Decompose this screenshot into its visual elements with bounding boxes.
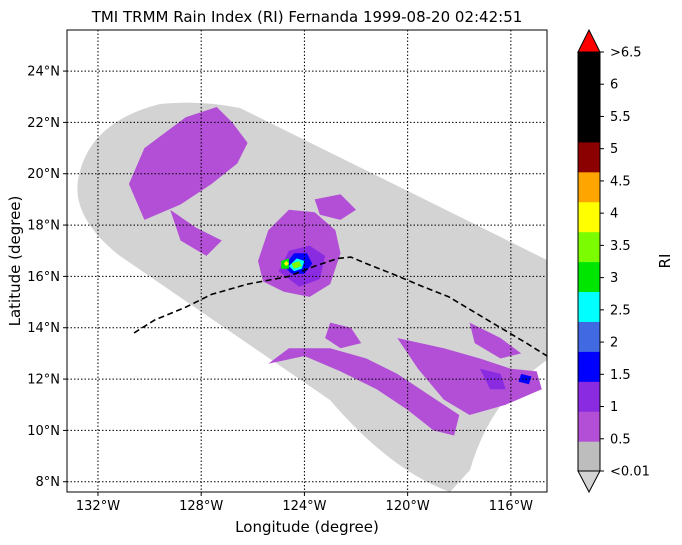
- rain-region: [283, 261, 289, 267]
- x-tick-label: 120°W: [386, 499, 430, 514]
- colorbar-segment: [578, 411, 600, 442]
- colorbar-segment: [578, 441, 600, 472]
- plot-frame: [66, 29, 548, 493]
- colorbar-segment: [578, 261, 600, 293]
- colorbar-ticks: <0.01 0.5 1 1.5 2 2.5 3 3.5 4 4.5 5 5.5 6 >6.5: [600, 46, 650, 480]
- storm-track: [133, 256, 547, 357]
- colorbar-segment: [578, 231, 600, 263]
- colorbar-tick-label: 3: [610, 271, 618, 286]
- rain-region: [291, 261, 302, 269]
- colorbar-tick-label: 3.5: [610, 239, 631, 254]
- colorbar-tick-label: 2: [610, 336, 618, 351]
- colorbar-segment: [578, 52, 600, 83]
- colorbar-tick-label: 5.5: [610, 110, 631, 125]
- x-tick-label: 124°W: [282, 499, 326, 514]
- colorbar-tick-label: 0.5: [610, 432, 631, 447]
- colorbar-tick-label: 1: [610, 400, 618, 415]
- y-tick-label: 20°N: [27, 167, 60, 182]
- x-tick-label: 116°W: [489, 499, 533, 514]
- colorbar-segment: [578, 381, 600, 412]
- colorbar-tick-label: 6: [610, 78, 618, 93]
- y-tick-label: 22°N: [27, 116, 60, 131]
- y-tick-label: 18°N: [27, 219, 60, 234]
- colorbar-over-arrow: [577, 28, 601, 53]
- y-tick-label: 10°N: [27, 424, 60, 439]
- colorbar-segments: [578, 52, 600, 472]
- colorbar-under-arrow: [577, 470, 601, 494]
- rain-region: [397, 338, 542, 415]
- colorbar-tick-label: 4: [610, 207, 618, 222]
- colorbar-tick-label: <0.01: [610, 465, 650, 480]
- colorbar-label: RI: [656, 254, 674, 269]
- colorbar-frame: [577, 51, 601, 472]
- rain-region: [170, 209, 222, 256]
- y-axis-label: Latitude (degree): [6, 196, 24, 327]
- rain-region: [128, 107, 248, 220]
- rain-region: [479, 368, 506, 390]
- colorbar-segment: [578, 171, 600, 203]
- y-tick-label: 24°N: [27, 65, 60, 80]
- colorbar-segment: [578, 141, 600, 173]
- colorbar-segment: [578, 291, 600, 322]
- rain-region: [518, 373, 532, 385]
- x-tick-label: 132°W: [76, 499, 120, 514]
- rain-field: [128, 107, 542, 436]
- colorbar-tick-label: >6.5: [610, 46, 642, 61]
- chart-title: TMI TRMM Rain Index (RI) Fernanda 1999-0…: [91, 8, 523, 26]
- y-axis-ticks: 8°N 10°N 12°N 14°N 16°N 18°N 20°N 22°N 24°N: [27, 65, 67, 490]
- x-axis-label: Longitude (degree): [235, 518, 379, 536]
- gridlines: [67, 30, 547, 492]
- plot-area: [66, 29, 548, 493]
- colorbar-tick-label: 2.5: [610, 303, 631, 318]
- colorbar-tick-label: 4.5: [610, 174, 631, 189]
- x-axis-ticks: 132°W 128°W 124°W 120°W 116°W: [76, 492, 533, 514]
- colorbar: <0.01 0.5 1 1.5 2 2.5 3 3.5 4 4.5 5 5.5 6 >6.5 RI: [577, 28, 674, 494]
- rain-region: [469, 322, 522, 359]
- colorbar-tick-label: 1.5: [610, 368, 631, 383]
- colorbar-segment: [578, 201, 600, 233]
- rain-region: [268, 348, 460, 436]
- satellite-swath: [77, 102, 547, 492]
- colorbar-segment: [578, 111, 600, 143]
- rain-region: [314, 194, 356, 220]
- x-tick-label: 128°W: [179, 499, 223, 514]
- y-tick-label: 14°N: [27, 321, 60, 336]
- colorbar-segment: [578, 321, 600, 352]
- y-tick-label: 8°N: [36, 475, 61, 490]
- colorbar-segment: [578, 351, 600, 382]
- colorbar-segment: [578, 81, 600, 113]
- y-tick-label: 12°N: [27, 373, 60, 388]
- y-tick-label: 16°N: [27, 270, 60, 285]
- rain-region: [325, 322, 362, 349]
- colorbar-tick-label: 5: [610, 142, 618, 157]
